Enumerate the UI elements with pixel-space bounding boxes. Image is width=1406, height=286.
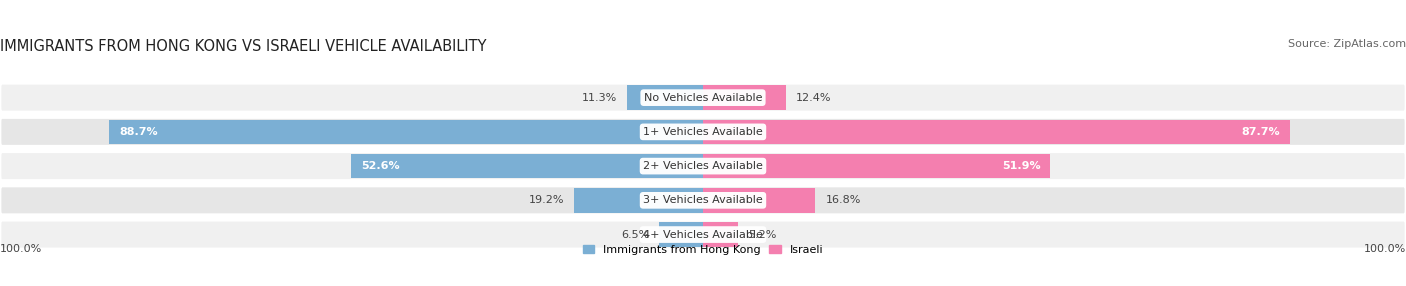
Bar bbox=[659, 222, 703, 247]
Text: 1+ Vehicles Available: 1+ Vehicles Available bbox=[643, 127, 763, 137]
Text: 4+ Vehicles Available: 4+ Vehicles Available bbox=[643, 230, 763, 240]
Text: 87.7%: 87.7% bbox=[1241, 127, 1279, 137]
FancyBboxPatch shape bbox=[0, 220, 1406, 249]
Text: Source: ZipAtlas.com: Source: ZipAtlas.com bbox=[1288, 39, 1406, 49]
Bar bbox=[703, 154, 1050, 178]
Text: 19.2%: 19.2% bbox=[529, 195, 564, 205]
Text: 11.3%: 11.3% bbox=[582, 93, 617, 103]
Text: No Vehicles Available: No Vehicles Available bbox=[644, 93, 762, 103]
Text: 6.5%: 6.5% bbox=[621, 230, 650, 240]
Text: 88.7%: 88.7% bbox=[120, 127, 157, 137]
Bar bbox=[627, 85, 703, 110]
Text: 12.4%: 12.4% bbox=[796, 93, 831, 103]
Text: 3+ Vehicles Available: 3+ Vehicles Available bbox=[643, 195, 763, 205]
Bar bbox=[110, 120, 703, 144]
Bar bbox=[575, 188, 703, 213]
FancyBboxPatch shape bbox=[0, 83, 1406, 112]
Text: IMMIGRANTS FROM HONG KONG VS ISRAELI VEHICLE AVAILABILITY: IMMIGRANTS FROM HONG KONG VS ISRAELI VEH… bbox=[0, 39, 486, 54]
FancyBboxPatch shape bbox=[0, 118, 1406, 146]
Bar bbox=[703, 120, 1291, 144]
Text: 51.9%: 51.9% bbox=[1002, 161, 1040, 171]
Text: 16.8%: 16.8% bbox=[825, 195, 860, 205]
FancyBboxPatch shape bbox=[0, 186, 1406, 215]
Text: 52.6%: 52.6% bbox=[361, 161, 399, 171]
FancyBboxPatch shape bbox=[0, 152, 1406, 180]
Text: 100.0%: 100.0% bbox=[0, 244, 42, 254]
Text: 2+ Vehicles Available: 2+ Vehicles Available bbox=[643, 161, 763, 171]
Text: 5.2%: 5.2% bbox=[748, 230, 776, 240]
Text: 100.0%: 100.0% bbox=[1364, 244, 1406, 254]
Bar bbox=[703, 222, 738, 247]
Bar bbox=[703, 85, 786, 110]
Bar bbox=[352, 154, 703, 178]
Bar bbox=[703, 188, 815, 213]
Legend: Immigrants from Hong Kong, Israeli: Immigrants from Hong Kong, Israeli bbox=[583, 245, 823, 255]
